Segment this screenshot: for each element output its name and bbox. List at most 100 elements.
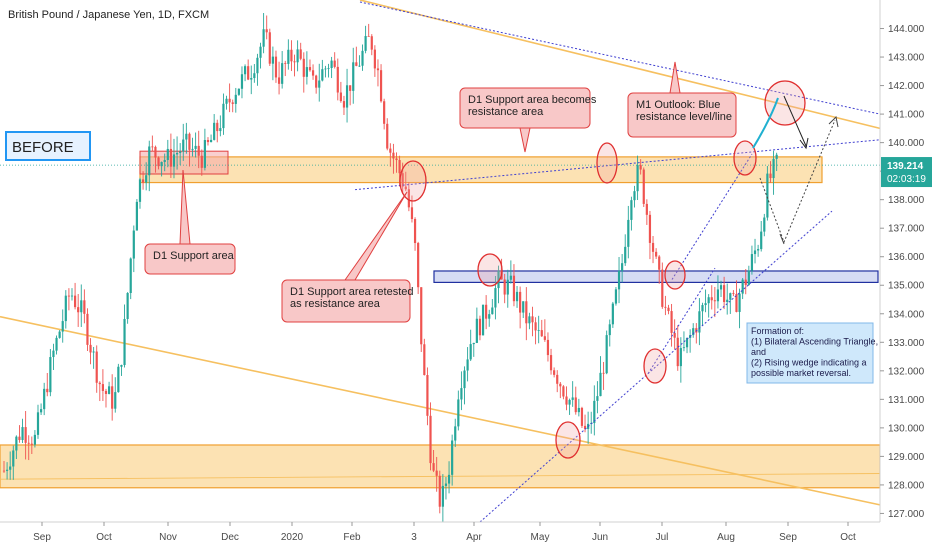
candle-body — [645, 203, 648, 215]
candle-body — [151, 146, 154, 148]
candle-body — [655, 251, 658, 257]
before-label: BEFORE — [12, 139, 74, 156]
candle-body — [692, 328, 695, 336]
candle-body — [534, 322, 537, 331]
highlight-circle — [596, 142, 618, 184]
support-trendline — [0, 315, 881, 506]
candle-body — [203, 140, 206, 168]
candle-body — [540, 330, 543, 337]
candle-body — [185, 133, 188, 140]
candle-body — [457, 399, 460, 427]
callout-becomes-pointer — [519, 127, 531, 153]
callout-support-text: D1 Support area — [153, 250, 235, 262]
support-highlight-box — [139, 150, 229, 175]
chart-title: British Pound / Japanese Yen, 1D, FXCM — [8, 9, 209, 21]
candle-body — [509, 275, 512, 280]
formation-note-line: (2) Rising wedge indicating a — [751, 358, 867, 368]
projection-arrow — [783, 95, 807, 147]
candle-body — [114, 392, 117, 409]
candle-body — [290, 49, 293, 62]
current-price-value: 139.214 — [887, 161, 924, 172]
candle-body — [302, 58, 305, 77]
candle-body — [651, 242, 655, 252]
y-tick-label: 138.000 — [888, 195, 925, 206]
y-tick-label: 142.000 — [888, 81, 925, 92]
candle-body — [154, 146, 157, 158]
candle-body — [213, 122, 216, 140]
candle-body — [5, 469, 9, 471]
candle-body — [376, 68, 380, 71]
y-tick-label: 133.000 — [888, 338, 925, 349]
candle-body — [383, 101, 386, 124]
candle-body — [58, 331, 61, 338]
x-tick-label: May — [531, 532, 550, 543]
candle-body — [614, 289, 618, 304]
candle-body — [624, 246, 627, 264]
x-tick-label: 3 — [411, 532, 417, 543]
candle-body — [602, 372, 605, 374]
candle-body — [676, 337, 679, 367]
x-tick-label: Sep — [779, 532, 797, 543]
candle-body — [250, 78, 253, 80]
candle-body — [61, 321, 64, 332]
candle-body — [441, 485, 444, 507]
candle-body — [760, 231, 763, 250]
candle-body — [281, 63, 284, 84]
candle-body — [296, 49, 299, 63]
candle-body — [138, 179, 142, 202]
y-tick-label: 132.000 — [888, 366, 925, 377]
current-price-tag[interactable] — [881, 157, 932, 188]
candle-body — [389, 148, 392, 153]
arrow-head — [779, 233, 785, 245]
candle-body — [299, 49, 302, 59]
candle-body — [234, 94, 237, 104]
formation-note-line: (1) Bilateral Ascending Triangle, — [751, 337, 878, 347]
candle-body — [259, 46, 262, 58]
candle-body — [608, 324, 611, 336]
price-axis-bg — [880, 0, 932, 550]
candle-body — [222, 103, 225, 129]
wedge-lower-line — [647, 267, 716, 374]
candle-body — [621, 263, 624, 271]
candle-body — [463, 370, 466, 389]
candle-body — [596, 396, 599, 401]
x-tick-label: Aug — [717, 532, 735, 543]
candle-body — [111, 386, 114, 409]
time-axis[interactable]: Sep Oct Nov Dec 2020 Feb 3 Apr May Jun Jul Aug Sep Oc… — [0, 521, 932, 550]
candle-body — [583, 425, 587, 429]
candle-body — [432, 463, 435, 471]
candle-body — [237, 88, 240, 95]
candle-body — [515, 291, 519, 302]
candle-body — [175, 152, 179, 155]
candle-body — [166, 148, 169, 161]
candle-body — [423, 344, 426, 376]
candle-body — [769, 173, 772, 179]
candle-body — [478, 318, 482, 336]
price-axis[interactable]: 144.000143.000142.000141.000140.000139.0… — [879, 0, 932, 550]
candle-body — [664, 306, 667, 308]
candle-body — [775, 154, 778, 159]
candle-body — [330, 60, 333, 69]
candle-body — [546, 339, 550, 356]
candle-body — [568, 399, 571, 405]
candle-body — [77, 307, 80, 313]
formation-note-line: possible market reversal. — [751, 368, 851, 378]
candle-body — [460, 388, 463, 400]
x-tick-label: Jul — [656, 532, 669, 543]
candle-body — [679, 348, 682, 367]
candle-body — [216, 122, 219, 132]
candle-body — [475, 318, 478, 343]
candle-body — [308, 67, 312, 71]
candle-body — [673, 332, 676, 338]
candle-body — [141, 179, 145, 183]
candle-body — [361, 50, 364, 66]
resistance-trendline — [359, 0, 881, 130]
candle-body — [577, 407, 580, 413]
candle-body — [24, 427, 27, 443]
candle-body — [39, 409, 43, 413]
candle-body — [750, 254, 754, 271]
candle-body — [537, 330, 540, 331]
candle-body — [491, 307, 494, 315]
y-tick-label: 144.000 — [888, 24, 925, 35]
